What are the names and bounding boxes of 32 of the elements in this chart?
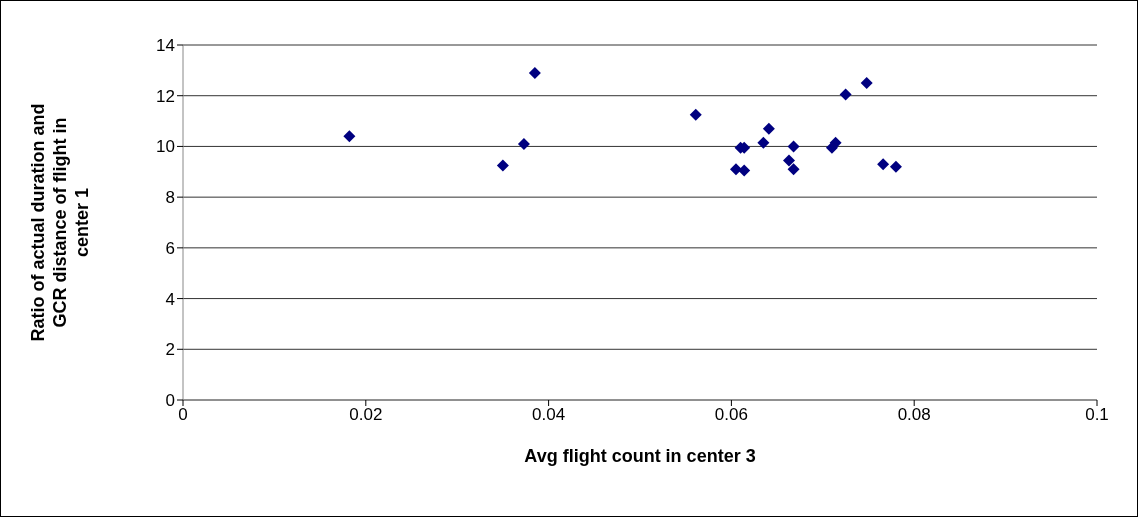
- x-axis-title: Avg flight count in center 3: [524, 446, 756, 466]
- y-tick-label: 14: [156, 36, 175, 56]
- point: [877, 158, 890, 171]
- point: [762, 122, 775, 135]
- y-tick-label: 10: [156, 137, 175, 157]
- point: [496, 159, 509, 172]
- x-tick-label: 0.02: [349, 405, 383, 425]
- y-tick-label: 2: [165, 340, 175, 360]
- x-tick-label: 0.1: [1085, 405, 1109, 425]
- y-tick-label: 6: [165, 238, 175, 258]
- point: [757, 136, 770, 149]
- point: [343, 130, 356, 143]
- x-tick-label: 0.08: [897, 405, 931, 425]
- point: [839, 88, 852, 101]
- point: [738, 164, 751, 177]
- y-axis-title: Ratio of actual duration and GCR distance of flight in center 1: [28, 103, 92, 342]
- point: [860, 77, 873, 90]
- y-tick-label: 12: [156, 86, 175, 106]
- x-tick-label: 0.06: [714, 405, 748, 425]
- point: [787, 163, 800, 176]
- point: [517, 137, 530, 150]
- y-tick-label: 4: [165, 289, 175, 309]
- y-tick-label: 8: [165, 188, 175, 208]
- point: [889, 160, 902, 173]
- point: [689, 108, 702, 121]
- point: [528, 66, 541, 79]
- point: [787, 140, 800, 153]
- x-tick-label: 0: [178, 405, 188, 425]
- y-tick-label: 0: [165, 391, 175, 411]
- point: [782, 154, 795, 167]
- x-tick-label: 0.04: [532, 405, 566, 425]
- point: [829, 136, 842, 149]
